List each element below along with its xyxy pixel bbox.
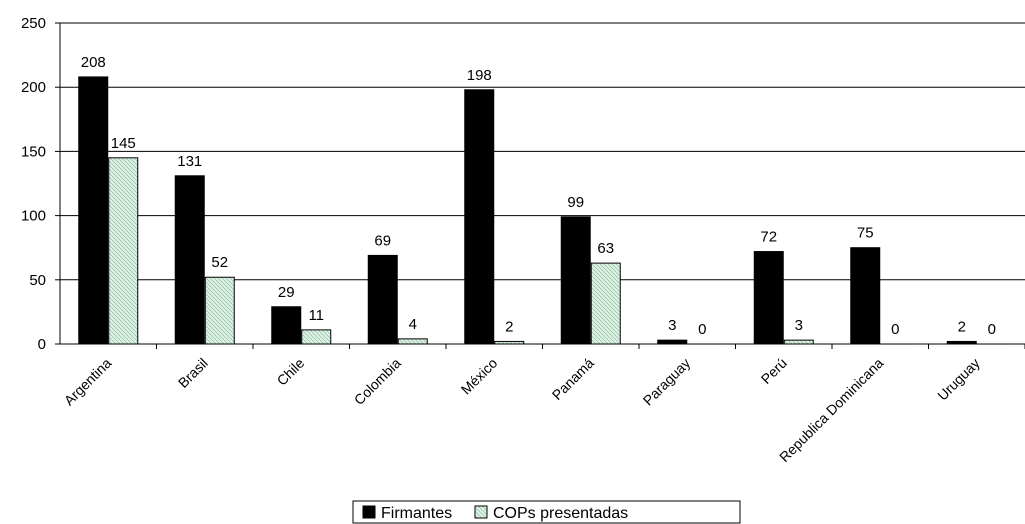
data-label-cops-presentadas: 3 xyxy=(795,317,803,334)
bar-cops-presentadas xyxy=(783,339,814,345)
bar-cops-presentadas xyxy=(397,338,428,345)
data-label-cops-presentadas: 4 xyxy=(409,316,417,333)
bar-firmantes xyxy=(78,76,109,345)
x-tick-label: Argentina xyxy=(61,355,115,409)
bar-firmantes xyxy=(657,339,688,345)
x-tick-label: Colombia xyxy=(351,355,404,408)
x-tick-label: Chile xyxy=(273,355,307,389)
x-tick-label: Republica Dominicana xyxy=(776,355,887,466)
y-tick-label: 150 xyxy=(21,143,46,160)
x-tick-label: Panamá xyxy=(549,355,597,403)
bar-cops-presentadas xyxy=(108,157,139,345)
bar-cops-presentadas xyxy=(204,276,235,345)
legend-label-firmantes: Firmantes xyxy=(381,505,452,522)
legend-border xyxy=(352,500,741,524)
bar-firmantes xyxy=(850,247,881,345)
data-label-cops-presentadas: 2 xyxy=(505,318,513,335)
bar-firmantes xyxy=(946,340,977,345)
legend-label-cops: COPs presentadas xyxy=(493,505,628,522)
data-label-firmantes: 72 xyxy=(760,229,777,246)
bar-cops-presentadas xyxy=(301,329,332,345)
data-label-cops-presentadas: 0 xyxy=(698,321,706,338)
bar-cops-presentadas xyxy=(494,340,525,345)
y-tick-label: 250 xyxy=(21,15,46,32)
bar-firmantes xyxy=(560,216,591,345)
data-label-firmantes: 131 xyxy=(177,153,202,170)
data-label-cops-presentadas: 145 xyxy=(111,135,136,152)
x-axis-ticks: Argentina Brasil Chile Colombia México Panamá… xyxy=(61,344,1025,465)
legend: Firmantes COPs presentadas xyxy=(352,500,741,524)
x-tick-label: Paraguay xyxy=(640,355,694,409)
x-tick-label: Uruguay xyxy=(934,355,983,404)
data-label-cops-presentadas: 11 xyxy=(308,307,324,324)
data-label-firmantes: 75 xyxy=(857,225,874,242)
y-tick-label: 50 xyxy=(29,272,46,289)
bar-firmantes xyxy=(174,175,205,345)
y-axis-ticks: 0 50 100 150 200 250 xyxy=(21,15,60,353)
legend-swatch-cops xyxy=(474,505,488,519)
data-label-cops-presentadas: 52 xyxy=(211,254,228,271)
bar-firmantes xyxy=(753,251,784,345)
data-label-firmantes: 3 xyxy=(668,317,676,334)
bar-firmantes xyxy=(367,254,398,345)
data-label-firmantes: 198 xyxy=(467,67,492,84)
bars xyxy=(78,76,1007,345)
x-tick-label: Brasil xyxy=(175,355,211,391)
data-label-firmantes: 208 xyxy=(81,54,106,71)
x-tick-label: México xyxy=(458,355,501,398)
data-label-firmantes: 2 xyxy=(958,318,966,335)
data-label-cops-presentadas: 63 xyxy=(597,240,614,257)
data-label-firmantes: 99 xyxy=(567,194,584,211)
y-tick-label: 0 xyxy=(38,336,46,353)
x-tick-label: Perú xyxy=(758,355,790,387)
data-label-cops-presentadas: 0 xyxy=(988,321,996,338)
data-label-firmantes: 69 xyxy=(374,232,391,249)
bar-firmantes xyxy=(271,306,302,345)
y-tick-label: 100 xyxy=(21,208,46,225)
bar-cops-presentadas xyxy=(590,262,621,345)
y-tick-label: 200 xyxy=(21,79,46,96)
legend-swatch-firmantes xyxy=(362,505,376,519)
data-label-firmantes: 29 xyxy=(278,284,295,301)
bar-firmantes xyxy=(464,89,495,345)
data-label-cops-presentadas: 0 xyxy=(891,321,899,338)
data-labels: 208 145 131 52 29 11 69 4 198 2 99 63 3 0 72 3 75 0 2 0 xyxy=(81,54,996,338)
